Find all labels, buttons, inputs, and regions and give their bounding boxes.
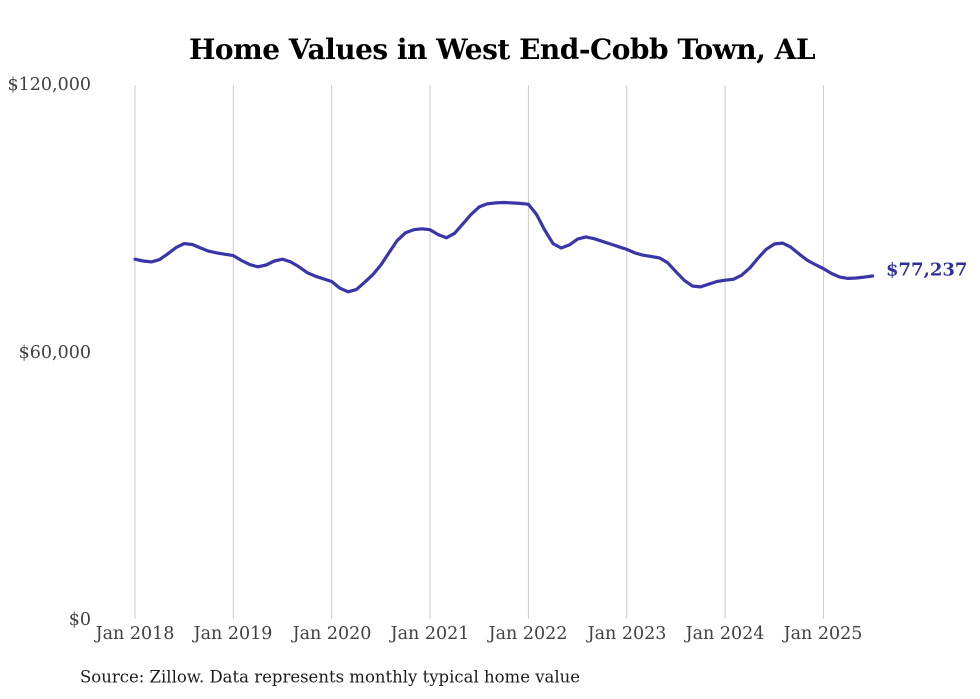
chart-title: Home Values in West End-Cobb Town, AL: [188, 33, 816, 66]
x-axis-tick-jan-2023: Jan 2023: [587, 624, 667, 644]
current-value-label: $77,237: [886, 259, 968, 281]
home-value-series-line: [133, 200, 875, 294]
x-axis: Jan 2018 Jan 2019 Jan 2020 Jan 2021 Jan …: [0, 624, 980, 650]
x-axis-tick-jan-2019: Jan 2019: [193, 624, 273, 644]
y-axis-tick-120000: $120,000: [7, 75, 91, 95]
x-axis-tick-jan-2021: Jan 2021: [390, 624, 470, 644]
x-axis-tick-jan-2024: Jan 2024: [685, 624, 765, 644]
source-note: Source: Zillow. Data represents monthly …: [80, 667, 581, 687]
y-axis-tick-60000: $60,000: [18, 343, 91, 363]
x-axis-tick-jan-2018: Jan 2018: [95, 624, 175, 644]
x-axis-tick-jan-2022: Jan 2022: [488, 624, 568, 644]
x-axis-tick-jan-2020: Jan 2020: [292, 624, 372, 644]
x-axis-tick-jan-2025: Jan 2025: [783, 624, 863, 644]
y-axis-tick-0: $0: [68, 610, 91, 630]
